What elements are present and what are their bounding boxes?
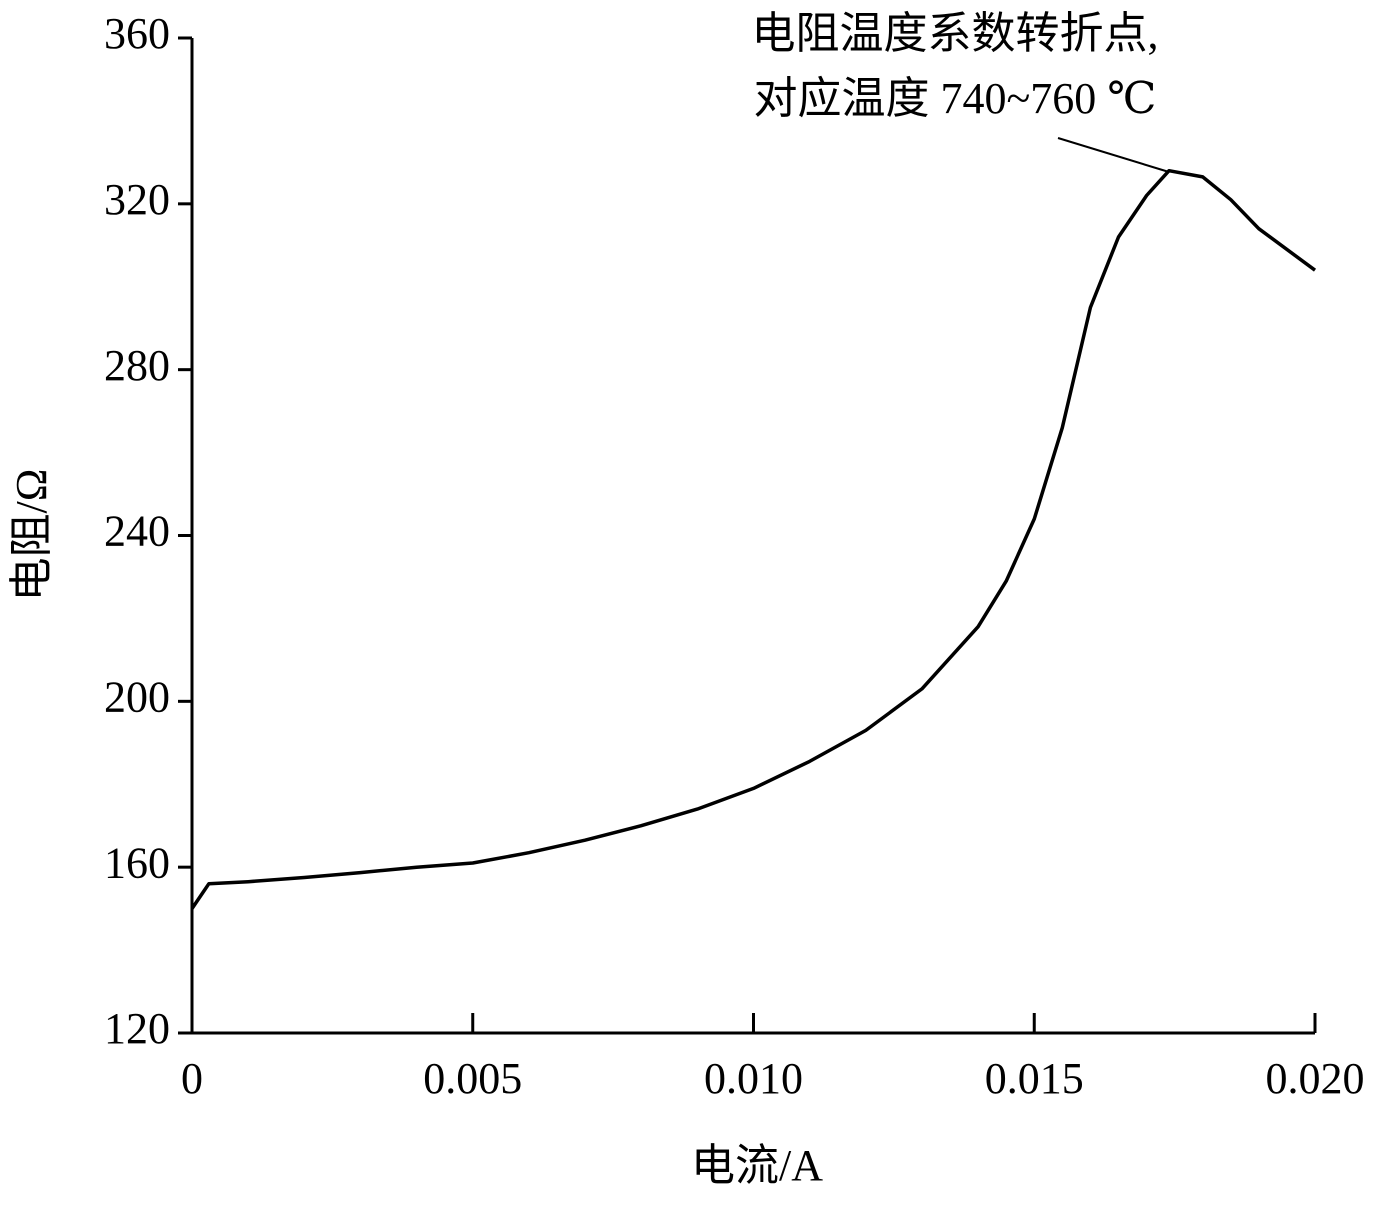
annotation: 电阻温度系数转折点,: [752, 9, 1159, 58]
y-tick-label: 120: [104, 1004, 170, 1053]
x-tick-label: 0.020: [1266, 1054, 1365, 1103]
x-axis-label: 电流/A: [691, 1141, 823, 1190]
x-tick-label: 0: [181, 1054, 203, 1103]
y-tick-label: 360: [104, 9, 170, 58]
data-line: [190, 168, 1317, 910]
y-tick-label: 280: [104, 341, 170, 390]
axes: [190, 38, 1315, 1035]
annotation: 对应温度 740~760 ℃: [753, 74, 1156, 123]
x-tick-label: 0.005: [423, 1054, 522, 1103]
annotation-leader: [1057, 137, 1170, 173]
y-tick-label: 200: [104, 672, 170, 721]
y-tick-label: 320: [104, 175, 170, 224]
y-tick-label: 160: [104, 838, 170, 887]
x-tick-label: 0.010: [704, 1054, 803, 1103]
y-axis-label: 电阻/Ω: [7, 469, 56, 602]
x-tick-label: 0.015: [985, 1054, 1084, 1103]
y-tick-label: 240: [104, 507, 170, 556]
